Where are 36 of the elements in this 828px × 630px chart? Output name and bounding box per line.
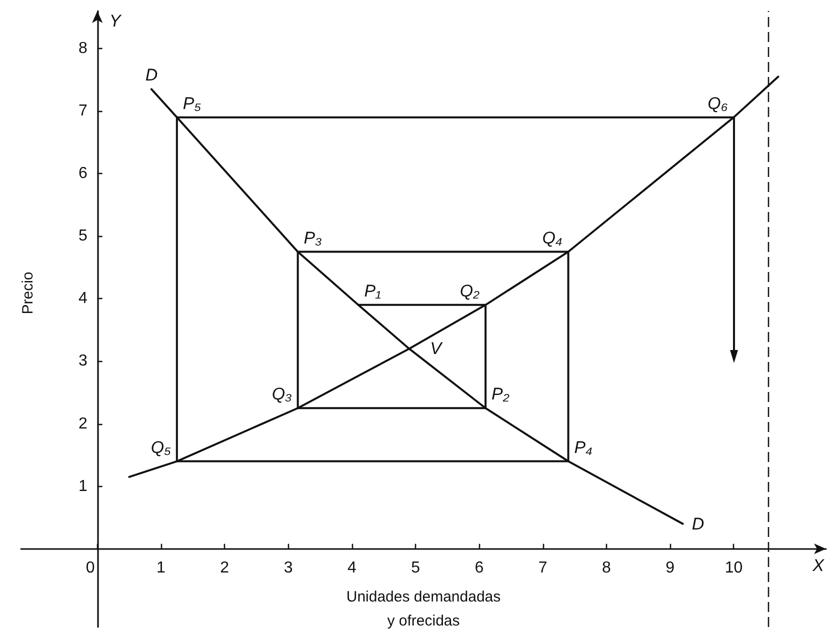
y-tick-label: 7 (78, 102, 88, 120)
y-tick-label: 6 (78, 165, 88, 182)
annotation: X (812, 556, 825, 575)
annotation: Q₃ (272, 384, 292, 404)
annotation: Y (109, 12, 122, 30)
x-tick-label: 10 (724, 559, 743, 576)
annotation: V (430, 339, 444, 358)
annotation: P₃ (304, 228, 322, 248)
x-tick-label: 7 (538, 559, 548, 576)
annotation: P₅ (182, 94, 202, 113)
x-tick-label: 6 (474, 559, 484, 576)
annotation: Q₂ (460, 281, 480, 300)
text: D (692, 514, 704, 534)
y-tick-label: 1 (78, 478, 88, 495)
y-tick-label: 5 (78, 228, 88, 245)
x-tick-label: 4 (347, 559, 356, 576)
annotation: P₁ (364, 281, 381, 300)
annotation: Q₅ (150, 438, 172, 457)
x-tick-label: 8 (602, 559, 611, 576)
annotation: Q₄ (542, 228, 562, 248)
x-tick-label: 2 (220, 559, 230, 576)
y-tick-label: 2 (78, 415, 88, 432)
annotation: Q₆ (708, 94, 728, 113)
y-tick-label: 4 (78, 290, 88, 308)
x-tick-label: 3 (284, 559, 293, 576)
annotation: P₂ (492, 384, 510, 404)
x-tick-label: 5 (411, 559, 420, 576)
y-axis-title: Precio (19, 272, 36, 314)
x-tick-label: 1 (156, 559, 166, 576)
y-tick-label: 8 (78, 40, 88, 58)
x-tick-label: 9 (666, 559, 675, 576)
annotation: P₄ (574, 438, 593, 457)
x-axis-title: Unidades demandadas y ofrecidas (346, 588, 501, 630)
x-tick-label: 0 (86, 559, 95, 576)
series-label: D (145, 66, 158, 85)
y-tick-label: 3 (78, 352, 88, 370)
